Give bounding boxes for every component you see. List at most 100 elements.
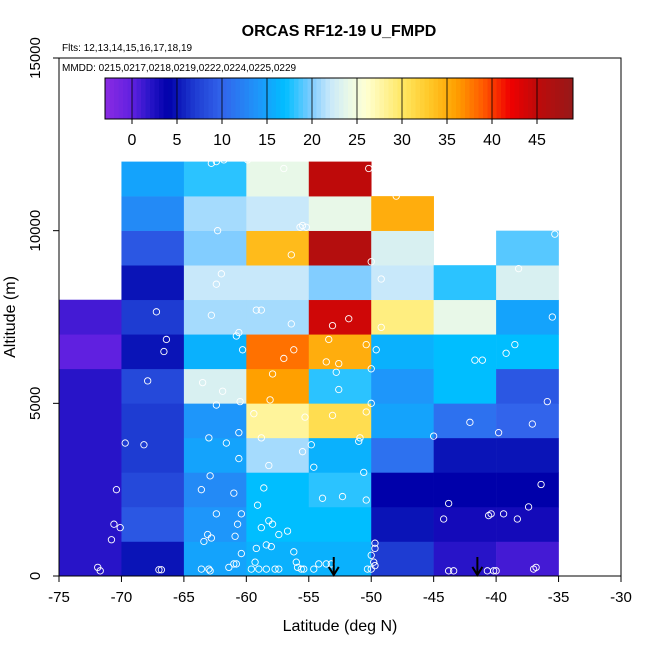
data-point [255, 565, 263, 573]
x-tick-label: -60 [235, 589, 257, 606]
data-point [121, 439, 129, 447]
colorbar-segment [361, 78, 367, 119]
data-point [307, 441, 315, 449]
data-point [157, 566, 166, 574]
colorbar-segment [343, 78, 349, 119]
x-tick-label: -30 [610, 589, 632, 606]
heatmap-cell [308, 334, 372, 370]
data-point [315, 560, 323, 568]
colorbar-segment [334, 78, 340, 119]
colorbar-tick-label: 40 [483, 132, 501, 149]
colorbar-segment [289, 78, 295, 119]
heatmap-cell [496, 403, 559, 439]
data-point [537, 480, 545, 489]
colorbar-segment [186, 78, 191, 119]
data-point [237, 510, 245, 518]
data-point [310, 463, 318, 471]
heatmap-cell [371, 196, 434, 231]
heatmap-cell [183, 299, 247, 335]
data-point [377, 275, 385, 283]
heatmap-cell [496, 230, 559, 266]
heatmap-cell [121, 299, 185, 335]
colorbar-segment [478, 78, 484, 119]
heatmap-cell [246, 368, 310, 404]
data-point [225, 563, 233, 572]
colorbar-segment [244, 78, 250, 119]
colorbar-segment [559, 78, 565, 119]
heatmap-cell [183, 541, 247, 577]
data-point [205, 565, 213, 573]
colorbar-segment [267, 78, 272, 119]
colorbar-segment [348, 78, 353, 119]
colorbar-segment [379, 78, 385, 119]
heatmap-cell [496, 334, 559, 370]
colorbar-segment [262, 78, 268, 119]
data-point [235, 328, 243, 337]
heatmap-cell [183, 196, 247, 231]
colorbar-segment [456, 78, 461, 119]
data-point [335, 359, 343, 368]
data-point [238, 346, 247, 354]
heatmap-cell [371, 403, 434, 439]
data-point [268, 370, 277, 378]
data-point [280, 354, 288, 363]
heatmap-cell [246, 334, 310, 370]
data-point [298, 448, 307, 456]
plot-frame [58, 57, 622, 577]
data-point [513, 515, 521, 523]
heatmap-cell [308, 230, 372, 266]
heatmap-cell [246, 299, 310, 335]
colorbar-segment [235, 78, 241, 119]
heatmap-cell [433, 541, 497, 577]
data-point [362, 496, 370, 504]
colorbar-frame [104, 77, 574, 120]
data-point [213, 227, 222, 235]
heatmap-cell [59, 299, 122, 335]
colorbar-segment [496, 78, 502, 119]
colorbar-segment [568, 78, 574, 119]
data-point [140, 441, 148, 449]
data-point [499, 510, 508, 518]
data-point [220, 156, 228, 164]
data-point [260, 484, 268, 492]
colorbar-segment [438, 78, 443, 119]
heatmap-cell [121, 161, 185, 197]
heatmap-cell [308, 403, 372, 439]
colorbar-segment [411, 78, 416, 119]
colorbar-segment [127, 78, 133, 119]
data-point [271, 565, 279, 573]
colorbar-segment [280, 78, 286, 119]
data-point [371, 544, 379, 553]
data-point [511, 340, 519, 349]
data-point [251, 558, 259, 566]
data-point [257, 306, 265, 314]
heatmap-cell [433, 265, 497, 301]
data-point [217, 270, 226, 278]
data-point [257, 524, 265, 532]
data-point [206, 472, 214, 480]
heatmap-cell [433, 368, 497, 404]
heatmap-cell [246, 472, 310, 508]
data-point [107, 536, 116, 544]
data-point [445, 567, 453, 575]
data-point [356, 434, 364, 442]
y-tick-label: 0 [27, 572, 44, 580]
colorbar-segment [226, 78, 232, 119]
data-point [335, 385, 343, 394]
heatmap-cell [59, 437, 122, 473]
colorbar-segment [532, 78, 538, 119]
data-point [367, 258, 375, 266]
colorbar-segment [325, 78, 331, 119]
data-point [252, 306, 260, 314]
heatmap-cell [371, 230, 434, 266]
data-point [290, 346, 298, 354]
data-point [290, 548, 298, 556]
data-point [257, 434, 265, 442]
colorbar-segment [231, 78, 236, 119]
x-tick-label: -50 [360, 589, 382, 606]
heatmap-cell [121, 334, 185, 370]
colorbar-segment [397, 78, 403, 119]
colorbar-segment [150, 78, 155, 119]
heatmap-cell [433, 506, 497, 542]
data-point [543, 397, 551, 406]
